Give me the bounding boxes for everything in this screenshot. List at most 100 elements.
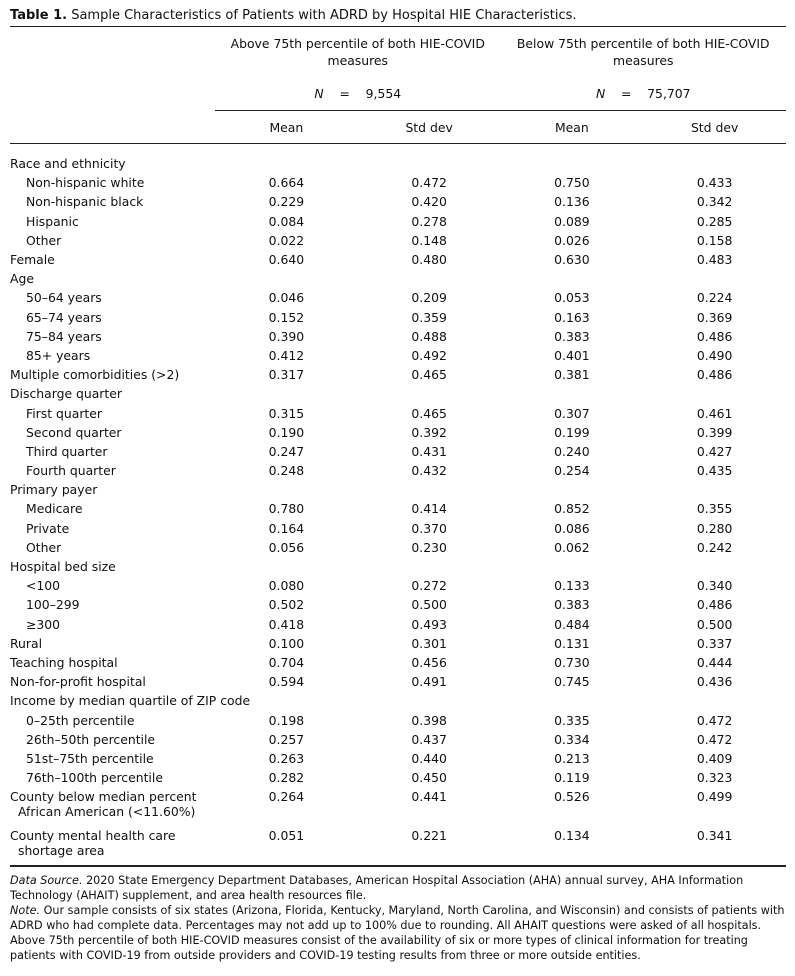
column-header: Mean: [554, 119, 589, 135]
table-row: 75–84 years 0.390 0.488 0.383 0.486: [10, 327, 786, 346]
n-eq: =: [621, 85, 632, 101]
row-label: Discharge quarter: [10, 384, 215, 403]
table-row: Second quarter 0.190 0.392 0.199 0.399: [10, 423, 786, 442]
row-label: Rural: [10, 634, 215, 653]
row-label: Non-hispanic black: [10, 192, 215, 211]
cell-value: 0.240: [554, 443, 590, 459]
cell-value: 0.046: [268, 290, 305, 306]
cell-value: 0.248: [268, 463, 305, 479]
row-label: Third quarter: [10, 442, 215, 461]
column-header: Mean: [269, 119, 304, 135]
cell-value: 0.229: [268, 194, 305, 210]
cell-value: [643, 480, 786, 499]
table-row: Discharge quarter: [10, 384, 786, 403]
cell-value: 0.431: [411, 443, 447, 459]
cell-value: 0.630: [554, 252, 590, 268]
row-label-text: Teaching hospital: [10, 654, 118, 670]
row-label: Fourth quarter: [10, 461, 215, 480]
row-label-text: Third quarter: [26, 443, 108, 459]
cell-value: 0.436: [696, 674, 733, 690]
cell-value: 0.254: [554, 463, 590, 479]
cell-value: [643, 384, 786, 403]
cell-value: 0.282: [268, 770, 305, 786]
note-text: Our sample consists of six states (Arizo…: [10, 904, 785, 963]
cell-value: 0.152: [268, 309, 305, 325]
row-label-text: Other: [26, 232, 62, 248]
cell-value: 0.341: [696, 828, 733, 844]
cell-value: 0.086: [554, 520, 590, 536]
cell-value: 0.026: [554, 232, 590, 248]
row-label: Hospital bed size: [10, 557, 215, 576]
cell-value: 0.383: [554, 328, 590, 344]
row-label-text: Income by median quartile of ZIP code: [10, 693, 251, 709]
cell-value: 0.526: [554, 789, 590, 805]
cell-value: 0.499: [696, 789, 733, 805]
cell-value: [215, 269, 358, 288]
cell-value: 0.486: [696, 328, 733, 344]
table-row: 76th–100th percentile 0.282 0.450 0.119 0.32…: [10, 768, 786, 787]
cell-value: 0.640: [268, 252, 305, 268]
cell-value: 0.089: [554, 213, 590, 229]
cell-value: 0.412: [268, 347, 305, 363]
cell-value: 0.056: [268, 539, 305, 555]
row-label-continuation: African American (<11.60%): [18, 804, 196, 820]
group-header-below: Below 75th percentile of both HIE-COVID …: [516, 36, 770, 68]
cell-value: 0.307: [554, 405, 590, 421]
table-row: County below median percent African Ameri…: [10, 787, 786, 826]
row-label: Age: [10, 269, 215, 288]
table-row: 51st–75th percentile 0.263 0.440 0.213 0.409: [10, 749, 786, 768]
row-label-text: Female: [10, 252, 55, 268]
cell-value: 0.465: [411, 405, 447, 421]
row-label: Race and ethnicity: [10, 144, 215, 174]
cell-value: [643, 144, 786, 174]
row-label: 76th–100th percentile: [10, 768, 215, 787]
cell-value: 0.383: [554, 597, 590, 613]
row-label-text: 76th–100th percentile: [26, 770, 163, 786]
cell-value: 0.745: [554, 674, 590, 690]
cell-value: 0.337: [696, 635, 733, 651]
cell-value: 0.355: [696, 501, 733, 517]
row-label: Female: [10, 250, 215, 269]
cell-value: [215, 144, 358, 174]
row-label-text: Non-for-profit hospital: [10, 674, 146, 690]
cell-value: 0.209: [411, 290, 447, 306]
cell-value: 0.198: [268, 712, 305, 728]
row-label: <100: [10, 576, 215, 595]
row-label: 85+ years: [10, 346, 215, 365]
cell-value: 0.221: [411, 828, 447, 844]
general-note: Note. Our sample consists of six states …: [10, 903, 786, 963]
table-row: Other 0.022 0.148 0.026 0.158: [10, 231, 786, 250]
cell-value: [501, 384, 644, 403]
cell-value: [643, 269, 786, 288]
cell-value: [501, 269, 644, 288]
cell-value: 0.664: [268, 175, 305, 191]
n-above: N = 9,554: [215, 76, 501, 111]
cell-value: 0.441: [411, 789, 447, 805]
cell-value: 0.315: [268, 405, 305, 421]
cell-value: [358, 144, 501, 174]
table-number: Table 1.: [10, 8, 68, 23]
cell-value: 0.264: [268, 789, 305, 805]
cell-value: [358, 384, 501, 403]
cell-value: 0.340: [696, 578, 733, 594]
table-row: First quarter 0.315 0.465 0.307 0.461: [10, 403, 786, 422]
row-label: 0–25th percentile: [10, 710, 215, 729]
row-label-continuation: shortage area: [18, 843, 105, 859]
row-label: Primary payer: [10, 480, 215, 499]
row-label: Other: [10, 231, 215, 250]
n-below: N = 75,707: [500, 76, 786, 111]
cell-value: [501, 557, 644, 576]
column-header: Std dev: [690, 119, 739, 135]
row-label: Private: [10, 519, 215, 538]
data-source-text: 2020 State Emergency Department Database…: [10, 874, 744, 903]
row-label: 75–84 years: [10, 327, 215, 346]
cell-value: 0.435: [696, 463, 733, 479]
row-label-text: Fourth quarter: [26, 463, 116, 479]
table-row: Non-hispanic white 0.664 0.472 0.750 0.433: [10, 173, 786, 192]
cell-value: 0.472: [696, 731, 733, 747]
row-label: ≥300: [10, 615, 215, 634]
table-row: Race and ethnicity: [10, 144, 786, 174]
cell-value: 0.133: [554, 578, 590, 594]
cell-value: 0.500: [696, 616, 733, 632]
